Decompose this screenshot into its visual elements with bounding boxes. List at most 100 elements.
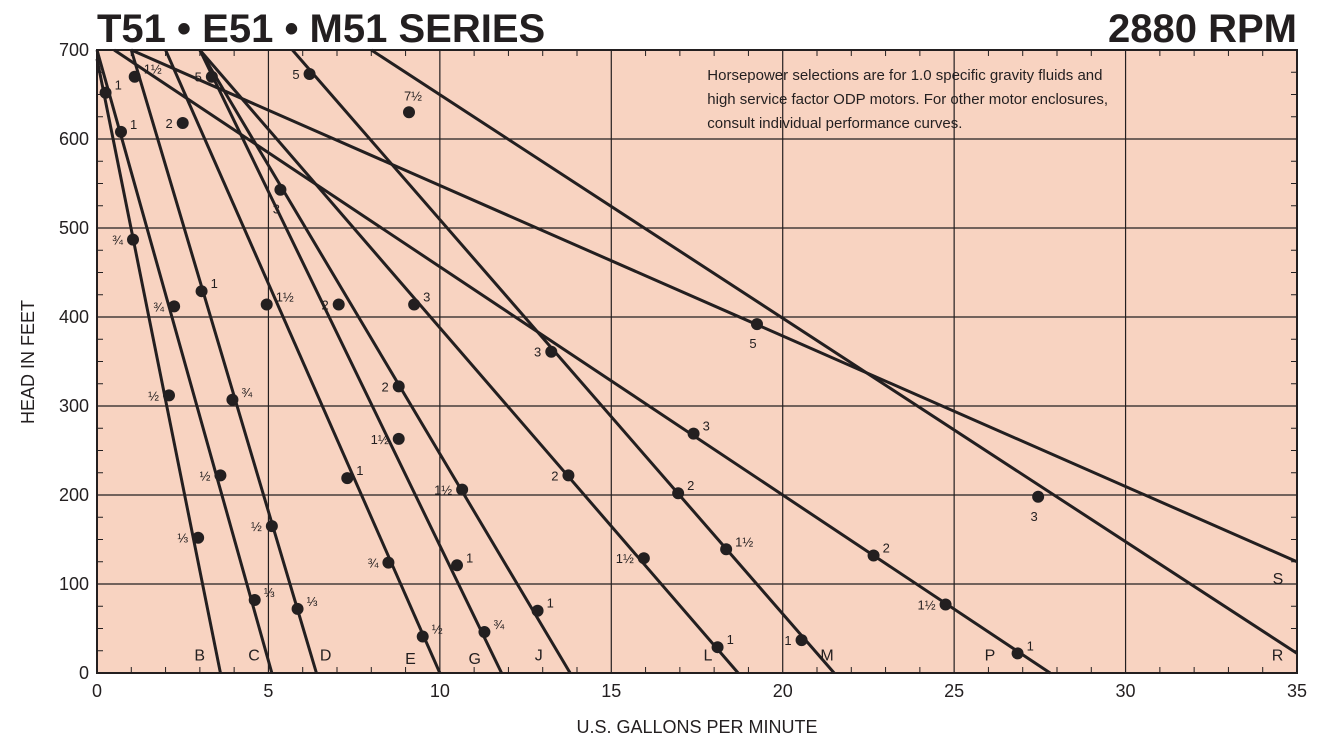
x-tick-label: 30 [1116,681,1136,701]
curve-label-c: C [248,648,260,665]
y-tick-label: 200 [59,485,89,505]
point-label: 1 [727,632,734,647]
data-point [128,70,141,83]
curve-line-b [95,58,222,674]
y-tick-label: 600 [59,129,89,149]
data-point [265,520,278,533]
data-point [1032,490,1045,503]
data-point [1011,647,1024,660]
y-tick-label: 700 [59,40,89,60]
data-point [687,427,700,440]
point-label: ½ [432,622,443,637]
point-label: 1 [547,596,554,611]
point-label: 1 [784,633,791,648]
data-point [867,549,880,562]
y-tick-label: 400 [59,307,89,327]
data-point [416,630,429,643]
data-point [456,483,469,496]
y-tick-label: 0 [79,663,89,683]
data-point [672,487,685,500]
point-label: 1½ [917,597,935,612]
curve-line-p [113,48,1051,675]
x-tick-label: 20 [773,681,793,701]
curve-line-j [198,49,572,674]
point-label: 1½ [735,534,753,549]
annotation-line: high service factor ODP motors. For othe… [707,91,1108,108]
data-point [127,233,139,246]
data-point [478,626,491,639]
data-point [795,634,808,647]
data-point [451,559,463,572]
point-label: 1 [356,463,363,478]
data-points: 1 ¾ ½ ⅓ 1 ¾ ½ ⅓ 1½ 1 ¾ ½ ⅓ 2 1½ 1 ¾ ½ 5 3 2 1 ¾ 2 1½ 1½ 1 3 2 1½ 1 5 3 2 1… [99,62,1045,660]
curve-line-m [291,49,836,674]
data-point [226,393,239,406]
data-point [545,345,558,358]
data-point [115,125,127,138]
point-label: 1½ [144,62,162,77]
curve-line-g [198,49,503,674]
point-label: ¾ [241,385,252,400]
data-point [392,380,405,393]
data-point [248,594,261,607]
data-point [720,543,733,556]
point-label: 2 [321,298,328,313]
point-label: 2 [883,541,890,556]
annotation-line: consult individual performance curves. [707,115,962,132]
plot-area [97,50,1297,673]
point-label: ⅓ [177,531,188,546]
point-label: ½ [148,388,159,403]
curve-label-j: J [535,648,543,665]
data-point [637,552,650,565]
point-label: 3 [423,290,430,305]
point-label: 1 [130,117,137,132]
point-label: ¾ [153,299,164,314]
point-label: ⅓ [307,594,318,609]
point-label: 5 [292,67,299,82]
curve-label-s: S [1273,571,1284,588]
data-point [260,298,273,311]
pump-curves: B C D E G J L M P R S [95,48,1298,675]
point-label: 1 [115,78,122,93]
curve-line-c [95,49,274,674]
curve-label-e: E [405,651,416,668]
data-point [176,116,189,129]
curve-label-b: B [194,648,205,665]
data-point [205,70,218,83]
point-label: 7½ [404,88,422,103]
x-axis-label: U.S. GALLONS PER MINUTE [576,717,817,737]
point-label: 3 [1031,509,1038,524]
point-label: 2 [687,478,694,493]
curve-label-l: L [704,648,713,665]
annotation-line: Horsepower selections are for 1.0 specif… [707,67,1102,84]
point-label: ¾ [493,617,504,632]
data-point [751,318,763,331]
y-tick-label: 500 [59,218,89,238]
data-point [711,641,724,654]
data-point [562,469,575,482]
point-label: 2 [165,116,172,131]
data-point [192,531,205,544]
data-point [214,469,227,482]
data-point [291,602,304,615]
point-label: 3 [703,419,710,434]
point-label: 1 [211,276,218,291]
x-tick-label: 25 [944,681,964,701]
y-tick-label: 300 [59,396,89,416]
point-label: 5 [195,70,202,85]
data-point [341,472,354,485]
data-point [303,68,316,81]
data-point [392,432,405,445]
x-tick-label: 5 [263,681,273,701]
point-label: ½ [251,519,262,534]
point-label: ⅓ [264,585,275,600]
point-label: 1½ [434,483,452,498]
point-label: 3 [534,345,541,360]
data-point [168,300,181,313]
curve-line-e [164,49,442,674]
point-label: 5 [749,336,756,351]
point-label: 1½ [371,432,389,447]
grid-lines [97,50,1297,673]
